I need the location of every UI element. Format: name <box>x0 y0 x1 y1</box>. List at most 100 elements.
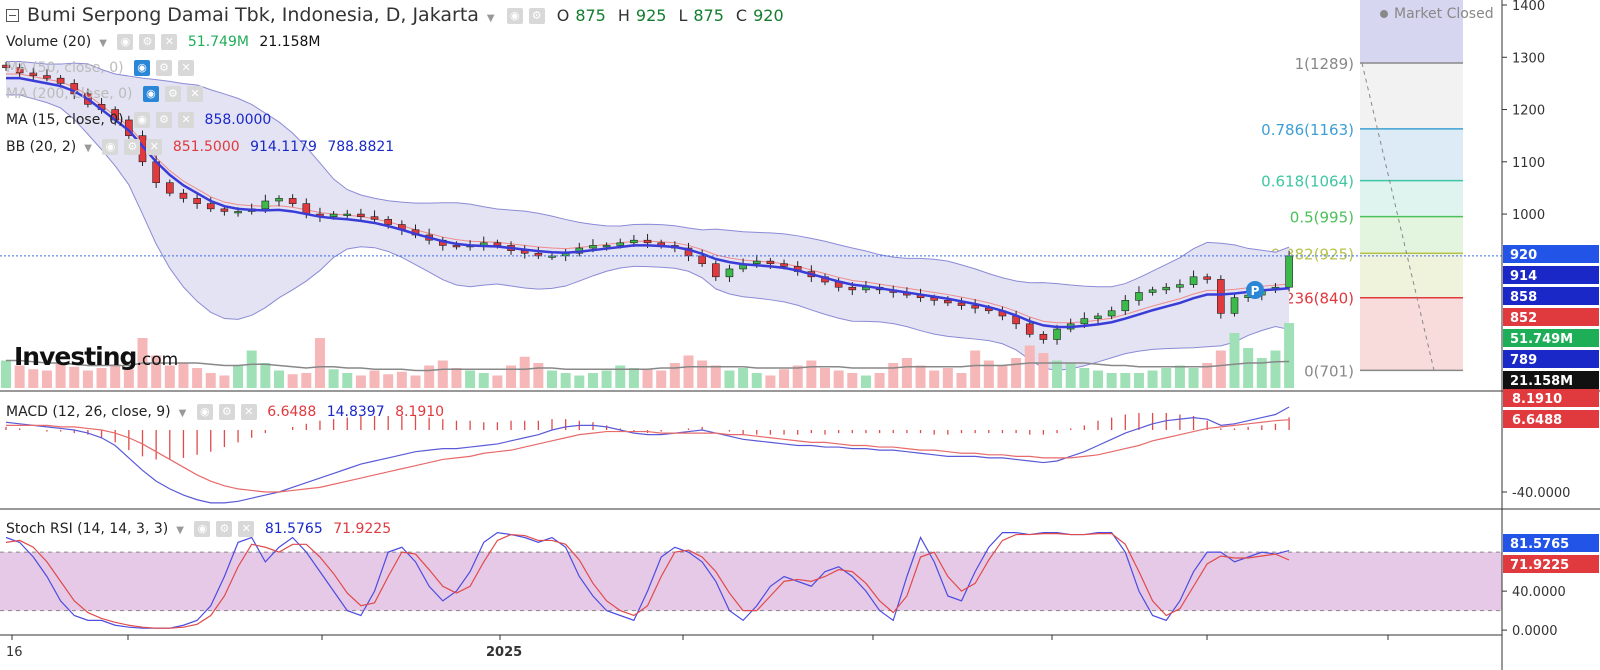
volume-bar <box>96 368 107 388</box>
eye-icon[interactable]: ◉ <box>117 34 134 50</box>
volume-bar <box>437 360 448 388</box>
volume-bar <box>901 358 912 388</box>
y-tick-label: 0.0000 <box>1512 624 1558 639</box>
eye-icon[interactable]: ◉ <box>134 60 151 76</box>
candle-body <box>493 242 502 246</box>
close-icon[interactable]: ✕ <box>161 34 178 50</box>
gear-icon[interactable]: ⚙ <box>528 7 545 24</box>
ma-b-legend[interactable]: MA (200, close, 0) ◉ ⚙ ✕ <box>6 86 209 102</box>
volume-bar <box>41 370 52 388</box>
volume-bar <box>410 375 421 388</box>
candle-body <box>780 263 788 267</box>
candle-body <box>193 198 201 204</box>
chevron-down-icon[interactable]: ▼ <box>84 143 92 154</box>
y-tick-label: 1200 <box>1512 104 1545 119</box>
ma-a-legend[interactable]: MA (50, close, 0) ◉ ⚙ ✕ <box>6 60 200 76</box>
volume-bar <box>942 368 953 388</box>
volume-bar <box>342 373 353 388</box>
volume-bar <box>205 373 216 388</box>
candle-body <box>1203 276 1211 280</box>
price-tag-label: 6.6488 <box>1512 413 1562 428</box>
gear-icon[interactable]: ⚙ <box>218 404 235 420</box>
price-tag-label: 51.749M <box>1510 332 1573 347</box>
close-icon[interactable]: ✕ <box>146 139 163 155</box>
volume-bar <box>355 375 366 388</box>
gear-icon[interactable]: ⚙ <box>164 86 181 102</box>
price-tag <box>1503 534 1599 552</box>
macd-signal-line <box>6 419 1290 493</box>
volume-bar <box>396 371 407 388</box>
volume-bar <box>451 368 462 388</box>
close-icon[interactable]: ✕ <box>178 112 195 128</box>
gear-icon[interactable]: ⚙ <box>156 112 173 128</box>
stoch-legend[interactable]: Stoch RSI (14, 14, 3, 3) ▼ ◉ ⚙ ✕ 81.5765 71… <box>6 521 397 537</box>
chevron-down-icon[interactable]: ▼ <box>486 13 495 24</box>
candle-body <box>343 213 352 216</box>
chevron-down-icon[interactable]: ▼ <box>99 38 107 49</box>
candle-body <box>1148 289 1157 293</box>
volume-bar <box>860 375 871 388</box>
x-tick-label: 16 <box>6 645 23 660</box>
chevron-down-icon[interactable]: ▼ <box>178 408 187 419</box>
volume-bar <box>533 363 544 388</box>
investing-logo: Investing.com <box>14 342 178 371</box>
eye-icon[interactable]: ◉ <box>506 7 523 24</box>
close-icon[interactable]: ✕ <box>240 404 257 420</box>
ma15-legend-label: MA (15, close, 0) <box>6 112 124 128</box>
price-tag-label: 852 <box>1510 311 1537 326</box>
volume-bar <box>233 365 244 388</box>
candle-body <box>630 239 638 244</box>
bb-legend[interactable]: BB (20, 2) ▼ ◉ ⚙ ✕ 851.5000 914.1179 788.88… <box>6 139 400 155</box>
eye-icon[interactable]: ◉ <box>196 404 213 420</box>
eye-icon[interactable]: ◉ <box>194 521 211 537</box>
gear-icon[interactable]: ⚙ <box>139 34 156 50</box>
volume-legend[interactable]: Volume (20) ▼ ◉ ⚙ ✕ 51.749M 21.158M <box>6 34 326 50</box>
candle-body <box>616 242 625 246</box>
candle-body <box>234 211 242 214</box>
volume-value: 51.749M <box>187 34 249 50</box>
ma15-legend[interactable]: MA (15, close, 0) ◉ ⚙ ✕ 858.0000 <box>6 112 277 128</box>
eye-icon[interactable]: ◉ <box>102 139 119 155</box>
close-icon[interactable]: ✕ <box>178 60 195 76</box>
stoch-d-value: 71.9225 <box>333 521 392 537</box>
collapse-icon[interactable] <box>6 9 19 22</box>
y-tick-label: 1400 <box>1512 0 1545 14</box>
main-price-pane: 1(1289)0.786(1163)0.618(1064)0.5(995)0.3… <box>0 0 1502 388</box>
bb-basis-value: 851.5000 <box>172 139 240 155</box>
close-icon[interactable]: ✕ <box>186 86 203 102</box>
fib-level-label: 0(701) <box>1304 362 1354 380</box>
fib-level-label: 0.618(1064) <box>1261 173 1354 191</box>
volume-bar <box>983 360 994 388</box>
price-tag <box>1503 555 1599 573</box>
eye-icon[interactable]: ◉ <box>134 112 151 128</box>
volume-bar <box>710 365 721 388</box>
gear-icon[interactable]: ⚙ <box>156 60 173 76</box>
price-tag-label: 858 <box>1510 290 1537 305</box>
macd-legend[interactable]: MACD (12, 26, close, 9) ▼ ◉ ⚙ ✕ 6.6488 14.8… <box>6 404 450 420</box>
volume-bar <box>1052 360 1063 388</box>
volume-bar <box>970 350 981 388</box>
market-status-label: Market Closed <box>1394 6 1494 22</box>
gear-icon[interactable]: ⚙ <box>216 521 233 537</box>
candle-body <box>1121 300 1130 312</box>
chevron-down-icon[interactable]: ▼ <box>176 525 184 536</box>
price-tag-label: 71.9225 <box>1510 558 1569 573</box>
candle-body <box>1080 318 1089 325</box>
fib-zone <box>1360 180 1463 217</box>
candle-body <box>1053 328 1061 340</box>
stoch-d-line <box>5 533 1290 629</box>
candle-body <box>1025 323 1034 335</box>
close-icon[interactable]: ✕ <box>238 521 255 537</box>
fib-zone <box>1360 128 1463 181</box>
gear-icon[interactable]: ⚙ <box>124 139 141 155</box>
volume-bar <box>164 365 175 388</box>
volume-bar <box>123 369 134 388</box>
pivot-marker-label: P <box>1251 284 1260 298</box>
volume-bar <box>669 363 680 388</box>
eye-icon[interactable]: ◉ <box>142 86 159 102</box>
volume-bar <box>1229 333 1240 388</box>
candle-body <box>1176 284 1184 288</box>
volume-bar <box>219 375 230 388</box>
volume-bar <box>792 365 803 388</box>
